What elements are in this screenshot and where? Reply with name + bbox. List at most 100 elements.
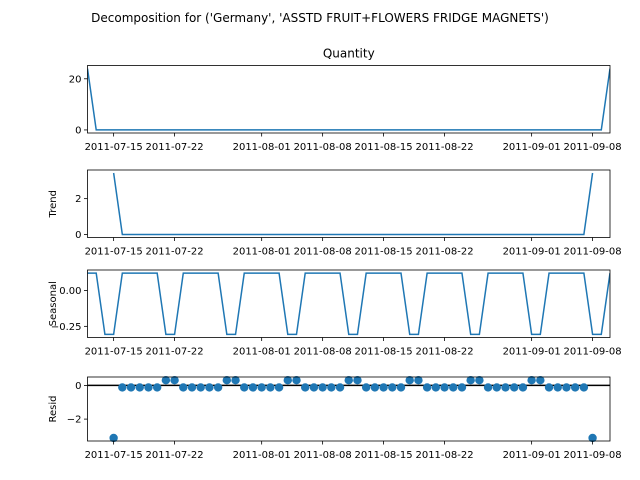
x-tick-label: 2011-08-08: [294, 142, 352, 153]
resid-point: [588, 433, 597, 443]
resid-point: [440, 383, 449, 392]
x-tick-label: 2011-08-08: [294, 247, 352, 258]
resid-point: [536, 376, 545, 385]
y-tick-label: 0.00: [59, 286, 81, 297]
resid-point: [144, 383, 153, 392]
resid-point: [414, 376, 423, 385]
y-axis-label: Seasonal: [48, 281, 59, 326]
resid-point: [257, 383, 266, 392]
resid-point: [475, 376, 484, 385]
resid-point: [318, 383, 327, 392]
x-tick-label: 2011-08-01: [233, 142, 291, 153]
resid-point: [161, 376, 171, 385]
resid-point: [388, 383, 397, 392]
resid-point: [483, 383, 493, 392]
resid-point: [449, 383, 458, 392]
y-tick-label: 20: [69, 74, 82, 85]
resid-point: [353, 376, 362, 385]
x-tick-label: 2011-08-01: [233, 450, 291, 461]
resid-point: [379, 383, 388, 392]
resid-point: [231, 376, 240, 385]
axes-frame: [87, 65, 611, 134]
resid-point: [553, 383, 562, 392]
x-tick-label: 2011-08-22: [415, 347, 473, 358]
resid-point: [109, 433, 118, 443]
resid-point: [301, 383, 310, 392]
resid-point: [501, 383, 510, 392]
resid-point: [344, 376, 353, 385]
series-line: [112, 172, 594, 236]
resid-point: [213, 383, 223, 392]
x-tick-label: 2011-08-15: [355, 450, 413, 461]
resid-point: [510, 383, 519, 392]
resid-point: [152, 383, 162, 392]
resid-point: [292, 376, 301, 385]
x-tick-label: 2011-08-22: [415, 142, 473, 153]
x-tick-label: 2011-09-01: [503, 450, 561, 461]
resid-point: [126, 383, 136, 392]
x-tick-label: 2011-07-22: [146, 347, 204, 358]
resid-point: [405, 376, 414, 385]
axes-frame: [87, 376, 611, 442]
x-tick-label: 2011-09-01: [503, 347, 561, 358]
x-tick-label: 2011-07-15: [85, 450, 143, 461]
figure-suptitle: Decomposition for ('Germany', 'ASSTD FRU…: [91, 11, 549, 25]
resid-point: [222, 376, 232, 385]
y-tick-label: 0: [75, 126, 81, 137]
resid-point: [179, 383, 188, 392]
resid-point: [361, 383, 371, 392]
resid-point: [570, 383, 580, 392]
resid-point: [396, 383, 406, 392]
x-tick-label: 2011-07-15: [85, 347, 143, 358]
resid-point: [187, 383, 197, 392]
x-tick-label: 2011-07-22: [146, 142, 204, 153]
resid-point: [431, 383, 441, 392]
y-tick-label: −0.25: [51, 322, 82, 333]
resid-point: [327, 383, 336, 392]
resid-point: [266, 383, 275, 392]
x-tick-label: 2011-08-01: [233, 247, 291, 258]
x-tick-label: 2011-08-15: [355, 247, 413, 258]
resid-point: [518, 383, 528, 392]
resid-point: [205, 383, 214, 392]
x-tick-label: 2011-07-22: [146, 450, 204, 461]
y-tick-label: 2: [75, 194, 81, 205]
x-tick-label: 2011-09-08: [564, 450, 622, 461]
resid-point: [562, 383, 571, 392]
series-line: [87, 68, 610, 131]
panel-title: Quantity: [323, 47, 375, 61]
resid-point: [170, 376, 179, 385]
series-line: [87, 272, 610, 336]
x-tick-label: 2011-09-08: [564, 347, 622, 358]
y-axis-label: Resid: [48, 396, 59, 423]
resid-point: [283, 376, 292, 385]
axes-frame: [87, 269, 611, 338]
resid-point: [118, 383, 127, 392]
x-tick-label: 2011-09-01: [503, 247, 561, 258]
resid-point: [544, 383, 554, 392]
resid-point: [457, 383, 467, 392]
resid-point: [274, 383, 284, 392]
resid-point: [579, 383, 589, 392]
x-tick-label: 2011-07-15: [85, 142, 143, 153]
x-tick-label: 2011-08-08: [294, 450, 352, 461]
resid-point: [196, 383, 205, 392]
y-tick-label: −2: [67, 415, 82, 426]
x-tick-label: 2011-08-15: [355, 142, 413, 153]
resid-point: [135, 383, 144, 392]
x-tick-label: 2011-08-01: [233, 347, 291, 358]
resid-point: [492, 383, 501, 392]
x-tick-label: 2011-07-22: [146, 247, 204, 258]
resid-point: [370, 383, 380, 392]
x-tick-label: 2011-07-15: [85, 247, 143, 258]
panel-1: Quantity 0 20 2011-07-15 2011-07-22 2011-08-0…: [69, 47, 622, 154]
y-tick-label: 0: [75, 230, 81, 241]
resid-point: [527, 376, 536, 385]
x-tick-label: 2011-09-08: [564, 142, 622, 153]
x-tick-label: 2011-08-08: [294, 347, 352, 358]
x-tick-label: 2011-08-15: [355, 347, 413, 358]
y-axis-label: Trend: [48, 190, 59, 218]
